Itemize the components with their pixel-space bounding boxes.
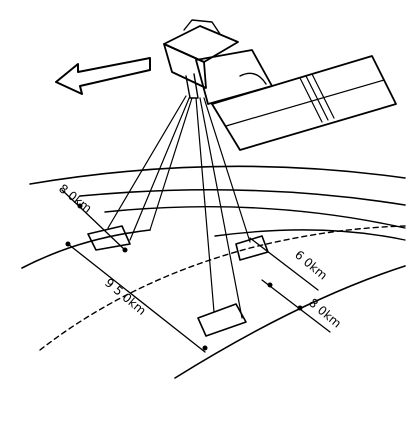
ground-footprints — [87, 225, 269, 337]
solar-panel-seam-2 — [305, 75, 329, 121]
label-swath-far-b: 8 0km — [306, 296, 344, 331]
satellite-body-side — [163, 43, 207, 89]
swath-far-edge — [174, 265, 406, 379]
satellite — [163, 19, 397, 151]
ground-track-dashed — [39, 225, 406, 351]
beam-far-3 — [203, 97, 251, 243]
near-swath-bracket-line — [61, 189, 126, 251]
bracket-point-1 — [77, 203, 83, 209]
solar-panel-seam-3 — [311, 73, 335, 119]
far-footprint-lower — [197, 303, 247, 337]
total-swath-bracket-line — [67, 243, 206, 353]
horizon-curve-1 — [29, 165, 406, 185]
horizon-curve-2 — [79, 188, 406, 206]
flight-direction-arrow — [55, 57, 151, 95]
beam-near-2 — [129, 95, 191, 241]
sensor-mount — [185, 73, 199, 99]
label-swath-far-a: 6 0km — [292, 248, 330, 283]
instrument-dome — [239, 72, 267, 85]
sensor-beams — [107, 95, 251, 319]
swath-brackets — [61, 189, 331, 353]
bracket-point-6 — [297, 305, 303, 311]
bracket-point-4 — [202, 345, 208, 351]
solar-panel-seam-1 — [299, 77, 323, 123]
satellite-top-module — [183, 19, 221, 35]
label-swath-total: 9 5 0km — [102, 276, 149, 318]
horizon-curve-4 — [214, 229, 406, 241]
label-swath-near: 8 0km — [56, 181, 94, 215]
beam-far-2 — [199, 97, 243, 319]
bracket-point-3 — [65, 241, 71, 247]
horizon-curve-3 — [104, 205, 406, 229]
far-swath-bracket-line-a — [249, 237, 319, 291]
far-swath-bracket-line-b — [261, 279, 331, 333]
near-footprint — [87, 225, 131, 251]
solar-panel-midline — [225, 79, 385, 127]
beam-far-1 — [195, 97, 215, 313]
beam-near-3 — [149, 97, 193, 231]
solar-panel — [211, 55, 397, 151]
bracket-point-2 — [122, 247, 128, 253]
swath-near-edge — [21, 229, 151, 269]
earth-surface — [21, 165, 406, 379]
satellite-body — [163, 25, 239, 63]
far-footprint-upper — [235, 235, 269, 261]
bracket-point-5 — [267, 282, 273, 288]
beam-near-1 — [107, 95, 187, 229]
